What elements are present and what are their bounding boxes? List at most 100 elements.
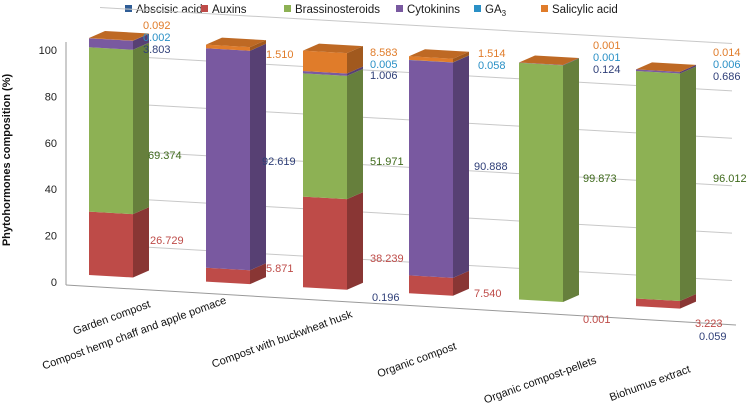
- y-tick-label: 0: [51, 277, 57, 289]
- data-label: 38.239: [370, 253, 404, 265]
- data-label: 69.374: [148, 150, 182, 162]
- category-label: Organic compost-pellets: [482, 354, 598, 405]
- data-label: 0.006: [713, 59, 741, 71]
- bar-segment: [519, 62, 563, 66]
- bar-segment: [303, 196, 347, 290]
- bar-segment: [89, 38, 133, 41]
- bar-segment-side: [563, 295, 579, 303]
- bar-segment-side: [563, 58, 579, 66]
- legend-label: Abscisic acid: [136, 4, 202, 16]
- data-label: 5.871: [266, 263, 294, 275]
- bar-top: [206, 37, 266, 48]
- data-label: 7.540: [474, 288, 502, 300]
- bar-segment: [409, 275, 453, 296]
- bar-segment-side: [133, 207, 149, 278]
- bar-segment: [636, 69, 680, 74]
- data-label: 0.686: [713, 71, 741, 83]
- bar-segment-side: [250, 43, 266, 271]
- bar-segment: [89, 211, 133, 278]
- legend-swatch: [125, 5, 132, 12]
- bar-segment-side: [133, 33, 149, 41]
- legend-label: Auxins: [212, 4, 247, 16]
- legend-swatch: [284, 5, 291, 12]
- bar-segment: [636, 69, 680, 72]
- gridline: [99, 6, 733, 45]
- data-label: 0.001: [593, 52, 621, 64]
- data-label: 0.005: [370, 59, 398, 71]
- bar-segment-side: [347, 66, 363, 76]
- bar-segment: [206, 44, 250, 51]
- axes: 0 20 40 60 80 100: [39, 42, 737, 326]
- bar-segment: [303, 71, 347, 76]
- bar-segment-side: [680, 294, 696, 309]
- bar-segment-side: [250, 263, 266, 285]
- bar-segment: [303, 71, 347, 74]
- bar-segment: [409, 59, 453, 63]
- bar-segment-side: [680, 64, 696, 72]
- data-label: 96.012: [713, 173, 747, 185]
- bar-segment-side: [347, 192, 363, 290]
- category-label: Compost with buckwheat husk: [210, 308, 354, 370]
- bar-segment: [89, 38, 133, 50]
- y-tick-label: 40: [45, 184, 57, 196]
- bar-segment: [636, 70, 680, 302]
- bar-segment: [206, 48, 250, 271]
- data-label: 0.014: [713, 47, 741, 59]
- data-label: 0.059: [699, 331, 727, 343]
- data-label: 92.619: [262, 156, 296, 168]
- data-label: 90.888: [474, 161, 508, 173]
- y-tick-label: 100: [39, 45, 57, 57]
- bar-segment-side: [453, 270, 469, 296]
- legend-swatch: [541, 5, 548, 12]
- bar-segment: [519, 299, 563, 303]
- category-label: Biohumus extract: [608, 364, 692, 404]
- category-label: Organic compost: [376, 341, 458, 381]
- bar-segment: [89, 38, 133, 41]
- bar-top: [519, 55, 579, 66]
- data-label: 1.510: [266, 49, 294, 61]
- bar-top: [89, 31, 149, 41]
- bar-top: [303, 43, 363, 54]
- bar-stack: [303, 43, 363, 290]
- data-label: 0.058: [478, 60, 506, 72]
- bar-segment-side: [563, 58, 579, 303]
- legend-label: Cytokinins: [407, 4, 460, 16]
- bar-top: [409, 49, 469, 59]
- bar-stack: [636, 62, 696, 309]
- data-label: 0.196: [372, 292, 400, 304]
- legend-label: GA3: [485, 4, 507, 18]
- bar-stack: [409, 49, 469, 296]
- bar-segment-side: [347, 46, 363, 74]
- bar-segment: [409, 56, 453, 63]
- y-axis-title: Phytohormones composition (%): [1, 73, 13, 246]
- bar-segment-side: [133, 33, 149, 50]
- bar-segment: [206, 267, 250, 285]
- bar-segment-side: [347, 66, 363, 74]
- bar-segment-side: [563, 58, 579, 66]
- bar-segment-side: [680, 64, 696, 72]
- bar-stack: [206, 37, 266, 285]
- data-label: 51.971: [370, 156, 404, 168]
- y-tick-label: 20: [45, 231, 57, 243]
- data-label: 99.873: [583, 173, 617, 185]
- legend-swatch: [201, 5, 208, 12]
- bar-segment: [519, 62, 563, 66]
- legend-label: Salicylic acid: [552, 4, 618, 16]
- y-tick-label: 80: [45, 91, 57, 103]
- bar-segment-side: [680, 64, 696, 74]
- data-label: 3.803: [143, 44, 171, 56]
- bar-stack: [519, 55, 579, 303]
- bar-segment: [303, 50, 347, 74]
- bar-segment-side: [133, 42, 149, 215]
- data-label: 3.223: [695, 318, 723, 330]
- bar-segment: [519, 62, 563, 66]
- bar-segment-side: [347, 68, 363, 200]
- data-label: 0.002: [143, 32, 171, 44]
- legend: Abscisic acid Auxins Brassinosteroids Cytok…: [125, 4, 618, 18]
- bar-segment-side: [453, 51, 469, 63]
- x-axis-line: [65, 284, 737, 326]
- legend-swatch: [396, 5, 403, 12]
- bar-segment: [89, 47, 133, 215]
